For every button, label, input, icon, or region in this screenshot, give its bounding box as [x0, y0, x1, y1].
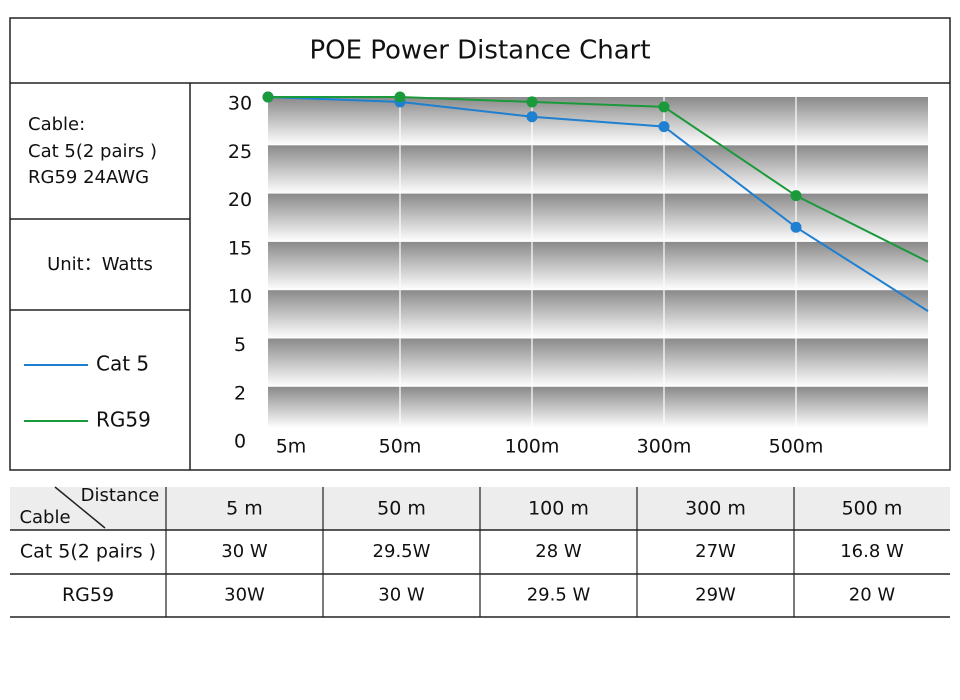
grid-band — [268, 338, 928, 387]
data-point — [526, 96, 538, 108]
row-header: RG59 — [62, 584, 114, 606]
column-header: 300 m — [685, 498, 746, 520]
x-tick-label: 100m — [505, 436, 560, 458]
cell: 16.8 W — [840, 541, 904, 562]
data-point — [658, 121, 670, 133]
corner-label: Cable — [19, 507, 70, 528]
corner-diagonal — [54, 486, 106, 529]
legend-label: RG59 — [96, 408, 151, 432]
x-tick-label: 500m — [769, 436, 824, 458]
data-point — [394, 91, 406, 103]
column-header: 100 m — [528, 498, 589, 520]
cell: 27W — [695, 541, 736, 562]
y-tick-label: 25 — [228, 141, 252, 163]
frame — [9, 17, 951, 471]
column-header: 5 m — [226, 498, 263, 520]
legend-label: Cat 5 — [96, 352, 149, 376]
cell: 30 W — [378, 585, 425, 606]
unit-label: Unit：Watts — [47, 254, 153, 275]
y-tick-label: 30 — [228, 93, 252, 115]
y-tick-label: 0 — [234, 431, 246, 453]
data-point — [790, 221, 802, 233]
sidebar-text: Cat 5(2 pairs ) — [28, 141, 157, 162]
sidebar-text: RG59 24AWG — [28, 167, 149, 188]
data-point — [790, 190, 802, 202]
cell: 30 W — [221, 541, 268, 562]
x-tick-label: 300m — [637, 436, 692, 458]
cell: 28 W — [535, 541, 582, 562]
column-header: 50 m — [377, 498, 426, 520]
grid-band — [268, 241, 928, 291]
cell: 20 W — [849, 585, 896, 606]
x-tick-label: 5m — [276, 436, 307, 458]
grid-band — [268, 386, 928, 428]
y-tick-label: 15 — [228, 237, 252, 259]
grid-band — [268, 145, 928, 194]
x-tick-label: 50m — [379, 436, 422, 458]
corner-label: Distance — [81, 485, 160, 506]
data-point — [526, 111, 538, 123]
series-line — [268, 96, 929, 263]
data-point — [658, 101, 670, 113]
data-point — [262, 91, 274, 103]
y-tick-label: 2 — [234, 382, 246, 404]
y-tick-label: 10 — [228, 286, 252, 308]
y-tick-label: 20 — [228, 189, 252, 211]
series-line — [267, 96, 929, 312]
grid-band — [268, 193, 928, 242]
column-header: 500 m — [842, 498, 903, 520]
y-tick-label: 5 — [234, 334, 246, 356]
grid-band — [268, 290, 928, 339]
sidebar-text: Cable: — [28, 114, 85, 135]
table: Distance Cable 5 m 50 m 100 m 300 m 500 m Cat 5… — [10, 485, 950, 618]
row-header: Cat 5(2 pairs ) — [20, 541, 156, 563]
cell: 29.5W — [373, 541, 431, 562]
cell: 30W — [224, 585, 265, 606]
title: POE Power Distance Chart — [309, 36, 650, 66]
cell: 29W — [695, 585, 736, 606]
cell: 29.5 W — [527, 585, 591, 606]
